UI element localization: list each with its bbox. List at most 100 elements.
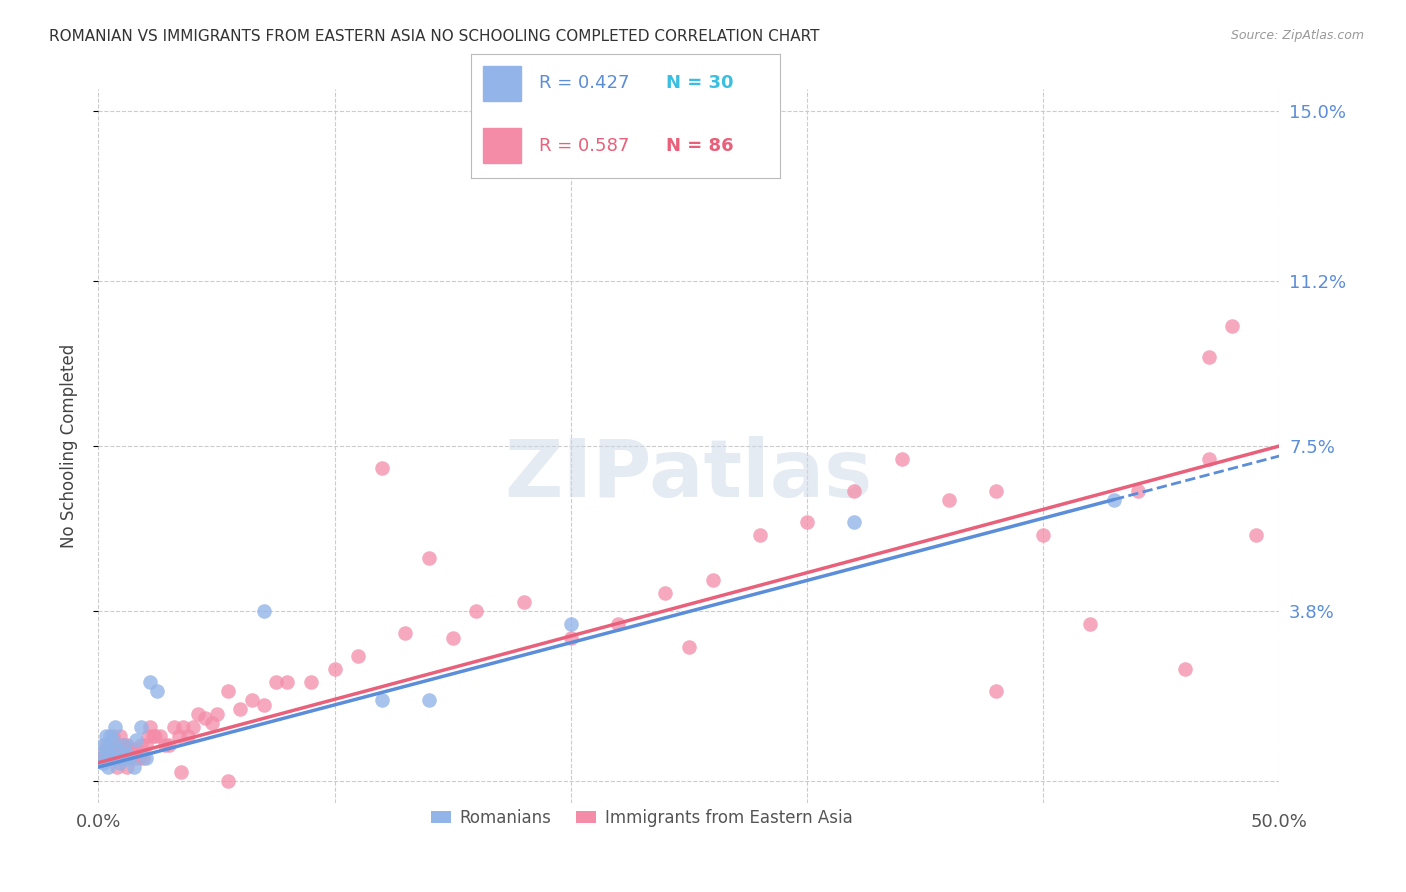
Point: [938, 492, 960, 507]
Point: [394, 626, 416, 640]
Point: [607, 617, 630, 632]
Point: [94, 751, 117, 765]
Point: [1032, 528, 1054, 542]
Point: [142, 729, 165, 743]
Point: [118, 747, 141, 761]
Legend: Romanians, Immigrants from Eastern Asia: Romanians, Immigrants from Eastern Asia: [425, 803, 859, 834]
Point: [181, 720, 204, 734]
Point: [139, 720, 162, 734]
Text: R = 0.427: R = 0.427: [538, 75, 630, 93]
Point: [1126, 483, 1149, 498]
Point: [101, 751, 124, 765]
Y-axis label: No Schooling Completed: No Schooling Completed: [59, 344, 77, 548]
Text: R = 0.587: R = 0.587: [538, 137, 630, 155]
Point: [984, 483, 1007, 498]
Point: [97, 747, 120, 761]
Point: [890, 452, 912, 467]
Point: [253, 698, 276, 712]
Point: [240, 693, 263, 707]
Point: [170, 764, 193, 779]
Point: [98, 729, 121, 743]
Point: [105, 760, 128, 774]
Point: [108, 729, 131, 743]
Point: [91, 747, 114, 761]
Point: [139, 675, 162, 690]
Point: [194, 711, 217, 725]
Point: [678, 640, 700, 654]
Point: [98, 747, 121, 761]
Point: [118, 751, 141, 765]
Point: [1080, 617, 1102, 632]
Point: [132, 751, 155, 765]
Point: [111, 738, 134, 752]
Point: [217, 684, 239, 698]
Point: [101, 733, 124, 747]
Point: [104, 720, 127, 734]
Point: [157, 738, 180, 752]
Point: [135, 738, 157, 752]
Point: [1220, 318, 1243, 333]
Point: [105, 751, 128, 765]
Point: [125, 733, 148, 747]
Point: [98, 751, 121, 765]
Point: [153, 738, 176, 752]
Point: [465, 604, 488, 618]
Point: [299, 675, 322, 690]
Point: [512, 595, 534, 609]
Point: [112, 738, 135, 752]
Point: [796, 515, 818, 529]
Point: [121, 742, 143, 756]
Point: [560, 617, 582, 632]
Point: [217, 773, 239, 788]
Text: ZIPatlas: ZIPatlas: [505, 435, 873, 514]
Point: [111, 751, 134, 765]
Point: [111, 751, 134, 765]
Point: [98, 751, 121, 765]
Point: [112, 738, 135, 752]
Point: [347, 648, 370, 663]
Text: ROMANIAN VS IMMIGRANTS FROM EASTERN ASIA NO SCHOOLING COMPLETED CORRELATION CHAR: ROMANIAN VS IMMIGRANTS FROM EASTERN ASIA…: [49, 29, 820, 44]
Point: [229, 702, 252, 716]
Point: [748, 528, 770, 542]
Point: [94, 729, 117, 743]
Point: [122, 760, 145, 774]
Bar: [484, 66, 520, 101]
Point: [844, 515, 866, 529]
Point: [984, 684, 1007, 698]
Point: [253, 604, 276, 618]
Point: [129, 720, 152, 734]
Point: [108, 747, 131, 761]
Point: [125, 742, 148, 756]
Point: [90, 751, 112, 765]
Point: [1198, 452, 1220, 467]
Point: [146, 684, 169, 698]
Point: [136, 729, 159, 743]
Point: [264, 675, 287, 690]
Point: [94, 742, 117, 756]
Point: [98, 747, 121, 761]
Point: [418, 550, 440, 565]
Point: [108, 756, 131, 770]
Point: [91, 756, 114, 770]
Point: [702, 573, 724, 587]
Point: [129, 738, 152, 752]
Point: [122, 751, 145, 765]
Point: [105, 742, 128, 756]
Point: [560, 631, 582, 645]
Point: [122, 747, 145, 761]
Point: [276, 675, 298, 690]
Point: [844, 483, 866, 498]
Point: [97, 742, 120, 756]
Point: [143, 729, 166, 743]
Point: [104, 751, 127, 765]
Point: [1102, 492, 1125, 507]
Text: N = 86: N = 86: [666, 137, 734, 155]
Point: [104, 747, 127, 761]
Point: [101, 742, 124, 756]
Point: [371, 693, 394, 707]
Point: [1174, 662, 1197, 676]
Point: [371, 461, 394, 475]
Point: [97, 760, 120, 774]
Point: [1244, 528, 1267, 542]
Point: [205, 706, 228, 721]
